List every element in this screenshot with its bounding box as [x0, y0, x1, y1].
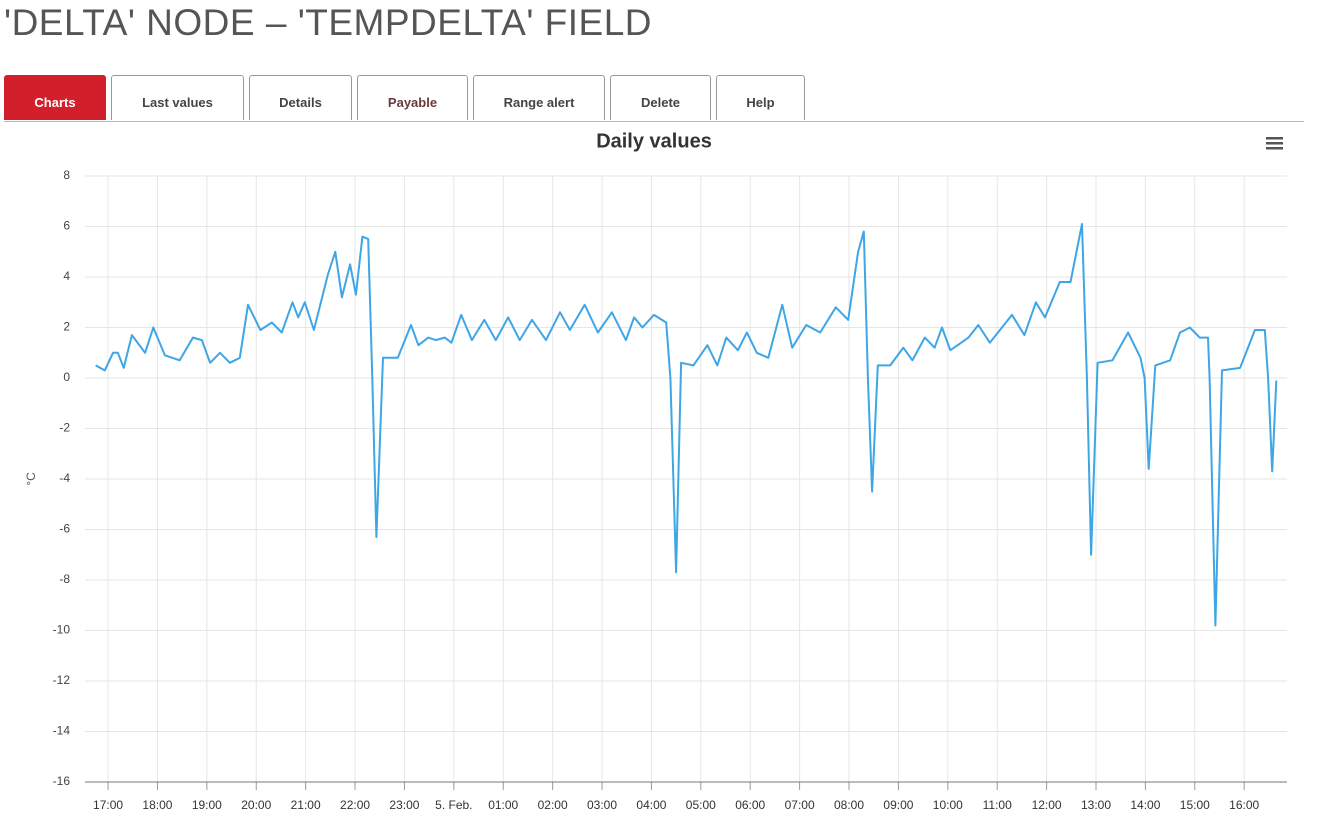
x-tick-label: 05:00	[686, 798, 716, 812]
data-line	[95, 223, 1278, 627]
x-tick-label: 07:00	[785, 798, 815, 812]
x-tick-label: 02:00	[538, 798, 568, 812]
y-tick-label: -14	[53, 724, 71, 738]
tab[interactable]: Charts	[4, 75, 106, 120]
x-tick-label: 12:00	[1032, 798, 1062, 812]
tab[interactable]: Help	[716, 75, 805, 120]
x-tick-label: 14:00	[1130, 798, 1160, 812]
x-tick-label: 17:00	[93, 798, 123, 812]
y-tick-label: -6	[59, 522, 70, 536]
x-tick-label: 06:00	[735, 798, 765, 812]
tab[interactable]: Payable	[357, 75, 468, 120]
x-tick-label: 04:00	[636, 798, 666, 812]
y-tick-label: 2	[63, 320, 70, 334]
x-tick-label: 16:00	[1229, 798, 1259, 812]
page-title: 'DELTA' NODE – 'TEMPDELTA' FIELD	[4, 2, 653, 43]
tab[interactable]: Last values	[111, 75, 244, 120]
tab-bar: Charts Last values Details Payable Range ale…	[4, 75, 1304, 122]
menu-bar	[1266, 142, 1283, 145]
x-tick-label: 20:00	[241, 798, 271, 812]
x-tick-label: 01:00	[488, 798, 518, 812]
x-tick-label: 23:00	[389, 798, 419, 812]
x-tick-label: 21:00	[291, 798, 321, 812]
tab[interactable]: Delete	[610, 75, 711, 120]
y-tick-label: -2	[59, 421, 70, 435]
x-tick-label: 22:00	[340, 798, 370, 812]
chart-title: Daily values	[596, 130, 712, 152]
y-tick-label: -12	[53, 673, 71, 687]
y-tick-label: 8	[63, 168, 70, 182]
y-tick-label: -8	[59, 572, 70, 586]
x-tick-label: 19:00	[192, 798, 222, 812]
tab[interactable]: Range alert	[473, 75, 605, 120]
y-tick-label: -4	[59, 471, 70, 485]
menu-button[interactable]	[1266, 137, 1283, 150]
y-tick-label: 6	[63, 219, 70, 233]
y-tick-label: -10	[53, 623, 71, 637]
menu-bar	[1266, 147, 1283, 150]
tab[interactable]: Details	[249, 75, 352, 120]
x-tick-label: 08:00	[834, 798, 864, 812]
x-tick-label: 11:00	[983, 798, 1012, 812]
x-tick-label: 09:00	[883, 798, 913, 812]
y-axis-label: °C	[24, 472, 38, 486]
x-tick-label: 5. Feb.	[435, 798, 472, 812]
x-tick-label: 15:00	[1180, 798, 1210, 812]
x-tick-label: 10:00	[933, 798, 963, 812]
x-tick-label: 03:00	[587, 798, 617, 812]
x-tick-label: 13:00	[1081, 798, 1111, 812]
menu-bar	[1266, 137, 1283, 140]
y-tick-label: 0	[63, 370, 70, 384]
y-tick-label: 4	[63, 269, 70, 283]
y-tick-label: -16	[53, 774, 71, 788]
x-tick-label: 18:00	[142, 798, 172, 812]
